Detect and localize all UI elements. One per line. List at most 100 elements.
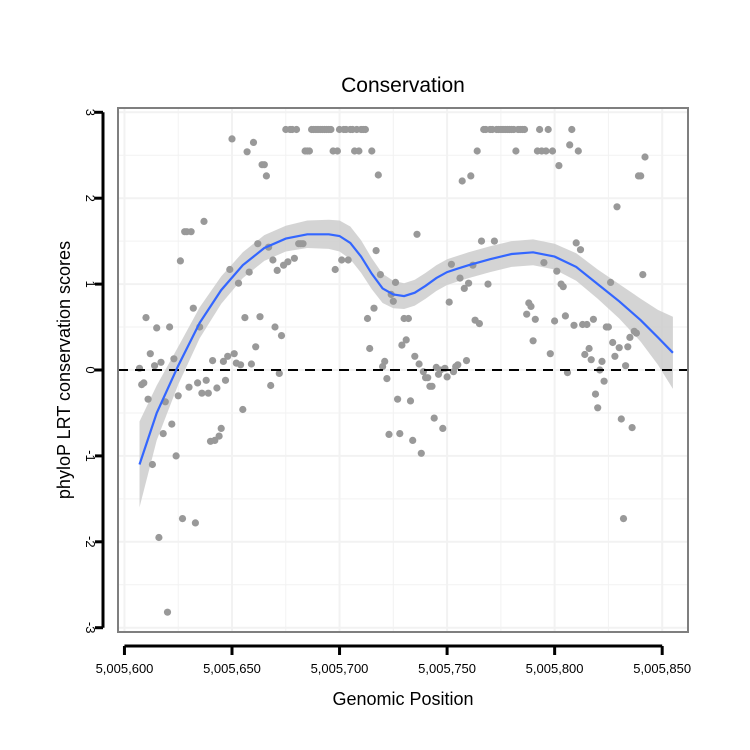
y-tick-label: -1 — [83, 450, 98, 462]
data-point — [465, 279, 473, 287]
data-point — [458, 177, 466, 185]
data-point — [260, 161, 268, 169]
data-point — [540, 259, 548, 267]
data-point — [570, 321, 578, 329]
data-point — [411, 352, 419, 360]
data-point — [176, 257, 184, 265]
data-point — [619, 515, 628, 523]
y-tick-label: 0 — [83, 366, 98, 373]
data-point — [277, 332, 286, 340]
data-point — [338, 256, 346, 264]
data-point — [527, 302, 535, 310]
data-point — [475, 320, 483, 328]
y-tick-label: -3 — [83, 622, 98, 634]
data-point — [574, 147, 582, 155]
y-axis: -3 -2 -1 0 1 2 3 — [83, 109, 105, 634]
data-point — [178, 515, 187, 523]
data-point — [237, 361, 245, 369]
data-point — [622, 362, 630, 370]
data-point — [430, 414, 438, 422]
data-point — [185, 383, 193, 391]
data-point — [234, 279, 243, 287]
data-point — [219, 357, 227, 365]
data-point — [174, 392, 182, 400]
smooth-curve — [138, 233, 674, 465]
data-point — [447, 260, 455, 268]
data-point — [333, 147, 341, 155]
data-point — [368, 147, 376, 155]
data-point — [609, 338, 617, 347]
data-point — [398, 341, 406, 349]
data-point — [361, 125, 369, 134]
data-point — [553, 267, 561, 275]
data-point — [409, 436, 417, 444]
data-point — [591, 390, 600, 398]
data-point — [271, 323, 279, 331]
data-point — [585, 344, 593, 353]
data-point — [213, 384, 221, 392]
data-point — [239, 405, 247, 414]
data-point — [262, 172, 270, 180]
data-point — [189, 304, 197, 312]
data-point — [544, 125, 552, 134]
data-point — [520, 125, 529, 134]
data-point — [624, 343, 632, 351]
data-point — [381, 357, 389, 365]
data-point — [396, 430, 404, 438]
data-point — [632, 329, 641, 337]
data-point — [439, 424, 447, 432]
data-point — [228, 135, 236, 143]
data-point — [372, 247, 380, 255]
data-point — [299, 240, 307, 248]
data-point — [589, 315, 598, 323]
data-point — [374, 171, 382, 179]
data-point — [366, 344, 374, 353]
x-tick-label: 5,005,650 — [203, 661, 261, 676]
data-point — [555, 162, 563, 170]
data-point — [217, 424, 225, 432]
data-point — [385, 430, 393, 438]
data-point — [221, 376, 230, 384]
data-point — [628, 424, 636, 432]
data-point — [637, 172, 645, 180]
data-point — [443, 373, 451, 381]
data-point — [148, 460, 156, 469]
data-point — [473, 147, 481, 155]
data-point — [572, 239, 580, 247]
data-point — [462, 357, 471, 365]
data-point — [536, 125, 544, 134]
data-point — [363, 314, 372, 323]
data-point — [523, 310, 531, 318]
chart-title: Conservation — [341, 74, 465, 97]
data-point — [170, 355, 178, 363]
data-point — [600, 377, 608, 385]
data-point — [166, 323, 174, 331]
data-point — [163, 608, 172, 616]
data-point — [290, 254, 298, 262]
data-point — [413, 230, 421, 238]
data-point — [576, 246, 585, 254]
data-point — [191, 519, 199, 527]
y-tick-label: 3 — [83, 109, 98, 116]
data-point — [424, 374, 432, 382]
data-point — [151, 362, 159, 370]
data-point — [209, 357, 217, 365]
data-point — [292, 125, 301, 134]
data-point — [389, 297, 397, 305]
data-point — [344, 256, 352, 264]
data-point — [561, 312, 570, 320]
x-tick-label: 5,005,750 — [418, 661, 476, 676]
data-point — [269, 256, 277, 264]
data-point — [546, 350, 554, 358]
data-point — [454, 361, 462, 369]
data-point — [406, 397, 415, 405]
data-points-layer — [135, 125, 649, 616]
x-axis-label: Genomic Position — [332, 689, 473, 709]
data-point — [639, 271, 647, 279]
data-point — [200, 217, 208, 225]
smooth-curve-layer — [138, 233, 674, 465]
data-point — [626, 333, 634, 341]
data-point — [467, 172, 475, 180]
data-point — [581, 350, 589, 359]
